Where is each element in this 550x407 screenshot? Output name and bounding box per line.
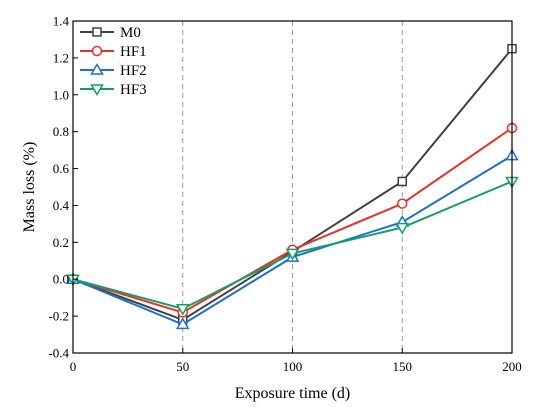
- legend-marker-hf3: [90, 84, 104, 96]
- x-tick-label-0: 0: [70, 359, 77, 374]
- y-axis-label: Mass loss (%): [21, 142, 38, 233]
- y-tick-label-9: 1.4: [53, 14, 70, 29]
- y-tick-label-4: 0.4: [53, 198, 70, 213]
- legend: M0 HF1 HF2 HF3: [80, 25, 147, 98]
- y-tick-label-0: -0.4: [48, 346, 69, 361]
- x-tick-label-1: 50: [176, 359, 189, 374]
- point-hf2-1: [175, 317, 190, 330]
- x-tick-label-3: 150: [393, 359, 413, 374]
- y-tick-label-2: 0.0: [53, 272, 69, 287]
- x-tick-label-2: 100: [283, 359, 303, 374]
- point-hf3-3: [395, 222, 410, 235]
- y-tick-label-3: 0.2: [53, 235, 69, 250]
- legend-marker-hf2: [90, 63, 104, 75]
- x-axis-label: Exposure time (d): [235, 385, 351, 402]
- x-tick-label-4: 200: [502, 359, 522, 374]
- legend-item-hf2: HF2: [80, 63, 147, 79]
- legend-label-m0: M0: [120, 25, 141, 41]
- point-hf1-3: [397, 198, 408, 209]
- y-tick-label-7: 1.0: [53, 87, 69, 102]
- point-hf3-2: [285, 248, 300, 261]
- y-tick-label-1: -0.2: [48, 309, 69, 324]
- y-tick-label-6: 0.8: [53, 124, 69, 139]
- point-hf3-1: [175, 303, 190, 316]
- y-tick-label-8: 1.2: [53, 50, 69, 65]
- legend-marker-hf1: [91, 45, 103, 57]
- legend-label-hf1: HF1: [120, 44, 147, 60]
- point-m0-3: [397, 176, 407, 187]
- legend-marker-m0: [92, 27, 102, 37]
- legend-item-m0: M0: [80, 25, 141, 41]
- legend-item-hf3: HF3: [80, 82, 147, 98]
- legend-label-hf3: HF3: [120, 82, 147, 98]
- grid-lines: [182, 21, 403, 353]
- legend-label-hf2: HF2: [120, 63, 147, 79]
- y-tick-label-5: 0.6: [53, 161, 70, 176]
- legend-item-hf1: HF1: [80, 44, 147, 60]
- x-axis-ticks: 0 50 100 150 200: [70, 348, 522, 374]
- y-axis-ticks: -0.4 -0.2 0.0 0.2 0.4 0.6 0.8 1.0 1.2 1.4: [48, 14, 78, 361]
